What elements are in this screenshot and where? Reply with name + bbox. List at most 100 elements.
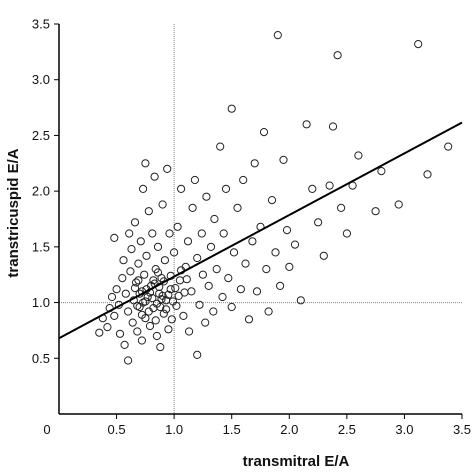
data-point (149, 276, 158, 285)
data-point (308, 184, 317, 193)
y-tick-label: 1.5 (32, 239, 50, 254)
data-point (128, 318, 137, 327)
data-point (137, 336, 146, 345)
data-point (342, 229, 351, 238)
data-point (177, 184, 186, 193)
y-tick-label: 1.0 (32, 295, 50, 310)
data-point (139, 184, 148, 193)
data-point (262, 265, 271, 274)
data-point (444, 142, 453, 151)
origin-label: 0 (43, 422, 50, 437)
data-point (216, 142, 225, 151)
data-point (210, 214, 219, 224)
y-tick-label: 3.0 (32, 72, 50, 87)
data-point (267, 196, 277, 205)
data-point (150, 172, 159, 181)
data-point (414, 40, 423, 49)
y-tick-label: 2.0 (32, 184, 50, 199)
data-point (227, 104, 236, 113)
data-point (190, 175, 199, 185)
data-point (204, 281, 213, 290)
data-point (112, 285, 121, 294)
data-point (158, 200, 167, 209)
data-point (202, 192, 211, 201)
data-point (95, 328, 104, 337)
data-point (250, 159, 259, 168)
x-tick-label: 0.5 (108, 422, 126, 437)
data-point (121, 289, 130, 298)
data-point (188, 203, 197, 212)
data-point (148, 229, 157, 238)
data-point (134, 276, 143, 285)
data-point (107, 292, 117, 302)
data-point (159, 277, 168, 286)
data-point (120, 340, 129, 349)
data-point (221, 184, 231, 193)
data-point (276, 281, 285, 290)
data-point (140, 270, 149, 279)
x-tick-label: 1.0 (165, 422, 183, 437)
data-point (103, 323, 112, 332)
ticks: 0.5 1.0 1.5 2.0 2.5 3.0 3.5 0.5 1.0 1.5 2.0 2.5 3.0 3… (32, 17, 471, 438)
data-point (136, 237, 145, 246)
data-point (423, 170, 432, 179)
x-tick-label: 1.5 (223, 422, 241, 437)
data-point (193, 253, 202, 263)
data-point (193, 350, 202, 359)
data-point (212, 265, 221, 274)
y-tick-label: 2.5 (32, 128, 50, 143)
data-points (95, 30, 453, 365)
data-point (152, 331, 161, 341)
data-point (182, 275, 191, 284)
data-point (180, 288, 189, 297)
data-point (241, 259, 250, 268)
data-point (165, 229, 174, 238)
x-tick-label: 3.5 (453, 422, 471, 437)
data-point (233, 203, 242, 212)
data-point (187, 287, 196, 296)
data-point (229, 248, 239, 257)
y-tick-label: 3.5 (32, 17, 50, 32)
data-point (145, 321, 155, 331)
data-point (201, 318, 210, 327)
data-point (239, 175, 248, 185)
regression-line (58, 121, 463, 340)
data-point (125, 229, 134, 238)
data-point (279, 155, 288, 164)
data-point (144, 307, 153, 316)
data-point (162, 305, 171, 314)
data-point (148, 294, 157, 303)
data-point (115, 329, 125, 338)
data-point (163, 164, 172, 173)
data-point (252, 287, 262, 296)
data-point (119, 256, 128, 265)
data-point (130, 284, 140, 293)
x-tick-label: 2.5 (338, 422, 356, 437)
data-point (164, 290, 173, 299)
data-point (290, 240, 300, 249)
data-point (179, 311, 188, 320)
data-point (314, 218, 323, 227)
data-point (296, 296, 305, 305)
data-point (133, 327, 142, 336)
data-point (144, 207, 153, 216)
axes (58, 24, 462, 415)
data-point (264, 307, 273, 316)
data-point (158, 291, 167, 300)
data-point (377, 167, 386, 176)
data-point (132, 278, 141, 287)
data-point (227, 302, 236, 312)
data-point (134, 259, 143, 268)
data-point (219, 229, 228, 238)
data-point (118, 274, 127, 283)
reference-lines (59, 24, 462, 414)
data-point (198, 270, 207, 279)
data-point (151, 316, 160, 325)
data-point (259, 128, 269, 137)
data-point (185, 327, 194, 336)
data-point (157, 295, 166, 304)
data-point (171, 284, 180, 293)
data-point (244, 315, 254, 324)
data-point (160, 256, 169, 265)
